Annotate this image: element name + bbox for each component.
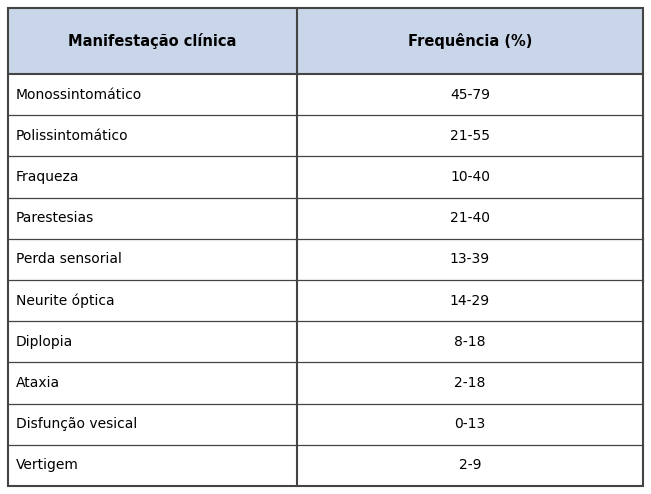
Text: Disfunção vesical: Disfunção vesical: [16, 417, 137, 431]
Text: 8-18: 8-18: [454, 335, 486, 349]
Bar: [8, 321, 643, 363]
Text: Polissintomático: Polissintomático: [16, 129, 129, 143]
Text: 14-29: 14-29: [450, 293, 490, 308]
Text: Parestesias: Parestesias: [16, 211, 94, 225]
Text: 0-13: 0-13: [454, 417, 486, 431]
Text: 21-40: 21-40: [450, 211, 490, 225]
Text: Manifestação clínica: Manifestação clínica: [68, 33, 237, 49]
Bar: [8, 198, 643, 239]
Text: 2-18: 2-18: [454, 376, 486, 390]
Bar: [8, 404, 643, 445]
Bar: [8, 74, 643, 115]
Bar: [8, 8, 643, 74]
Text: Ataxia: Ataxia: [16, 376, 60, 390]
Bar: [8, 363, 643, 404]
Bar: [8, 115, 643, 156]
Bar: [8, 445, 643, 486]
Text: Neurite óptica: Neurite óptica: [16, 293, 115, 308]
Text: 21-55: 21-55: [450, 129, 490, 143]
Bar: [8, 156, 643, 198]
Text: 13-39: 13-39: [450, 252, 490, 266]
Text: 2-9: 2-9: [459, 458, 481, 472]
Text: Diplopia: Diplopia: [16, 335, 74, 349]
Text: Frequência (%): Frequência (%): [408, 33, 532, 49]
Text: Vertigem: Vertigem: [16, 458, 79, 472]
Text: Fraqueza: Fraqueza: [16, 170, 79, 184]
Text: Perda sensorial: Perda sensorial: [16, 252, 122, 266]
Bar: [8, 280, 643, 321]
Bar: [8, 239, 643, 280]
Text: Monossintomático: Monossintomático: [16, 87, 143, 102]
Text: 10-40: 10-40: [450, 170, 490, 184]
Text: 45-79: 45-79: [450, 87, 490, 102]
